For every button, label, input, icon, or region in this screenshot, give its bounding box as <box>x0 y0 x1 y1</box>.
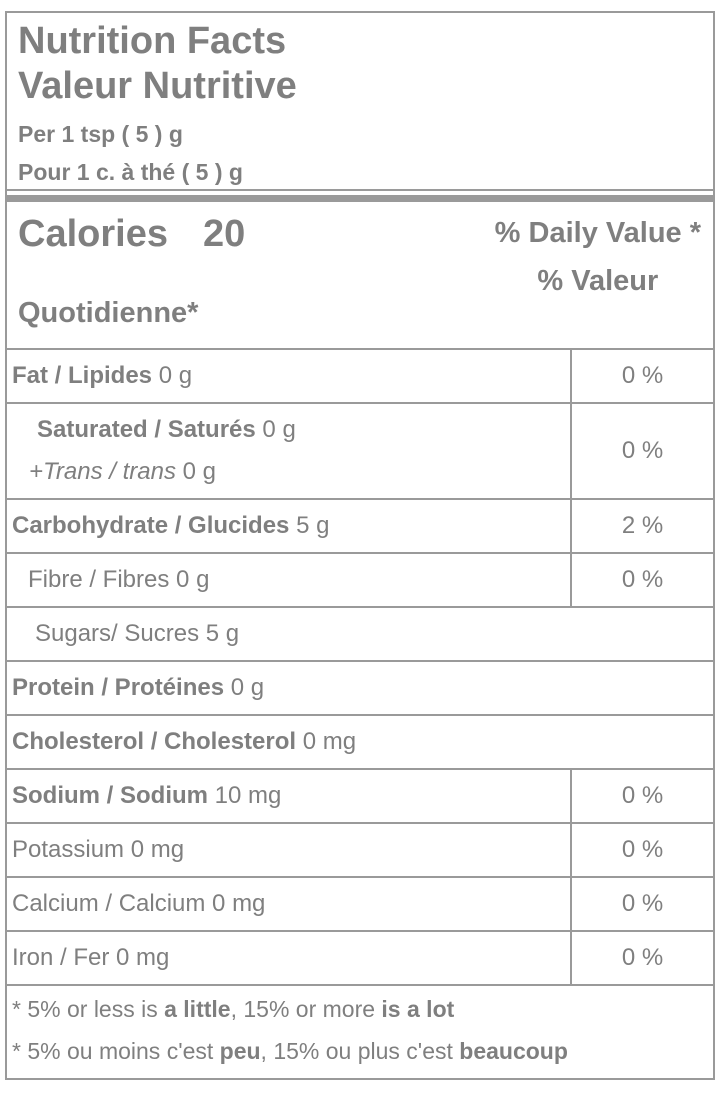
nutrition-facts-label: Nutrition Facts Valeur Nutritive Per 1 t… <box>5 11 715 1080</box>
nutrient-name: Sugars/ Sucres <box>35 620 200 647</box>
nutrient-amount: 0 mg <box>302 728 357 755</box>
nutrient-row-cholesterol: Cholesterol / Cholesterol 0 mg <box>7 714 713 768</box>
daily-value-cell: 0 % <box>570 878 713 930</box>
nutrient-row-calcium: Calcium / Calcium 0 mg 0 % <box>7 876 713 930</box>
nutrient-amount: 0 g <box>158 362 193 389</box>
footnote-text: , 15% ou plus c'est <box>260 1038 460 1064</box>
nutrient-name: Potassium <box>12 836 125 863</box>
daily-value-heading-fr-line2: Quotidienne* <box>18 297 199 329</box>
nutrient-name: Fat / Lipides <box>12 362 153 389</box>
daily-value-cell: 0 % <box>570 350 713 402</box>
nutrient-amount-trans: 0 g <box>182 458 216 485</box>
calories-section: Calories 20 % Daily Value * % Valeur Quot… <box>7 202 713 348</box>
nutrient-amount: 0 g <box>262 416 296 443</box>
footnote-text: * 5% ou moins c'est <box>12 1038 220 1064</box>
nutrient-row-protein: Protein / Protéines 0 g <box>7 660 713 714</box>
calories-label: Calories <box>18 213 168 255</box>
footnote-bold: peu <box>219 1038 261 1064</box>
footnote-bold: beaucoup <box>459 1038 568 1064</box>
nutrient-amount: 0 g <box>230 674 265 701</box>
footnotes: * 5% or less is a little, 15% or more is… <box>7 984 713 1078</box>
nutrient-row-fibre: Fibre / Fibres 0 g 0 % <box>7 552 713 606</box>
footnote-text: * 5% or less is <box>12 996 165 1022</box>
nutrient-name-trans: +Trans / trans <box>29 458 176 485</box>
thick-divider-bar <box>7 195 713 202</box>
daily-value-heading-en: % Daily Value * <box>494 217 701 249</box>
nutrient-name: Sodium / Sodium <box>12 782 208 809</box>
serving-size-en: Per 1 tsp ( 5 ) g <box>18 121 183 147</box>
title-fr: Valeur Nutritive <box>18 65 297 107</box>
nutrient-name: Iron / Fer <box>12 944 110 971</box>
nutrient-table: Fat / Lipides 0 g 0 % Saturated / Saturé… <box>7 348 713 984</box>
daily-value-cell: 0 % <box>570 404 713 498</box>
daily-value-cell: 0 % <box>570 824 713 876</box>
label-header: Nutrition Facts Valeur Nutritive Per 1 t… <box>7 13 713 191</box>
calories-value: 20 <box>202 213 246 255</box>
nutrient-name: Saturated / Saturés <box>37 416 256 443</box>
nutrient-amount: 5 g <box>296 512 330 539</box>
nutrient-name: Calcium / Calcium <box>12 890 206 917</box>
nutrient-amount: 0 g <box>176 566 210 593</box>
nutrient-amount: 10 mg <box>214 782 282 809</box>
daily-value-heading: % Daily Value * % Valeur <box>495 212 701 296</box>
footnote-bold: a little <box>164 996 231 1022</box>
footnote-bold: is a lot <box>381 996 455 1022</box>
footnote-en: * 5% or less is a little, 15% or more is… <box>12 996 703 1023</box>
nutrient-name: Protein / Protéines <box>12 674 225 701</box>
nutrient-name: Carbohydrate / Glucides <box>12 512 290 539</box>
nutrient-row-carbohydrate: Carbohydrate / Glucides 5 g 2 % <box>7 498 713 552</box>
daily-value-cell: 2 % <box>570 500 713 552</box>
title-en: Nutrition Facts <box>18 20 287 62</box>
daily-value-heading-fr-line1: % Valeur <box>537 265 659 297</box>
daily-value-cell: 0 % <box>570 554 713 606</box>
nutrient-amount: 0 mg <box>212 890 266 917</box>
daily-value-cell: 0 % <box>570 770 713 822</box>
nutrient-amount: 0 mg <box>116 944 170 971</box>
nutrient-row-iron: Iron / Fer 0 mg 0 % <box>7 930 713 984</box>
nutrient-row-potassium: Potassium 0 mg 0 % <box>7 822 713 876</box>
daily-value-cell: 0 % <box>570 932 713 984</box>
footnote-fr: * 5% ou moins c'est peu, 15% ou plus c'e… <box>12 1038 703 1065</box>
calories-heading: Calories 20 <box>18 212 245 256</box>
nutrient-row-sodium: Sodium / Sodium 10 mg 0 % <box>7 768 713 822</box>
nutrient-row-saturated-trans: Saturated / Saturés 0 g +Trans / trans 0… <box>7 402 713 498</box>
serving-size-fr: Pour 1 c. à thé ( 5 ) g <box>18 159 243 185</box>
calories-row: Calories 20 % Daily Value * % Valeur <box>18 212 701 296</box>
footnote-text: , 15% or more <box>230 996 382 1022</box>
nutrient-name: Fibre / Fibres <box>28 566 170 593</box>
nutrient-name: Cholesterol / Cholesterol <box>12 728 297 755</box>
nutrient-amount: 5 g <box>205 620 240 647</box>
nutrient-row-sugars: Sugars/ Sucres 5 g <box>7 606 713 660</box>
nutrient-row-fat: Fat / Lipides 0 g 0 % <box>7 348 713 402</box>
nutrient-amount: 0 mg <box>130 836 185 863</box>
